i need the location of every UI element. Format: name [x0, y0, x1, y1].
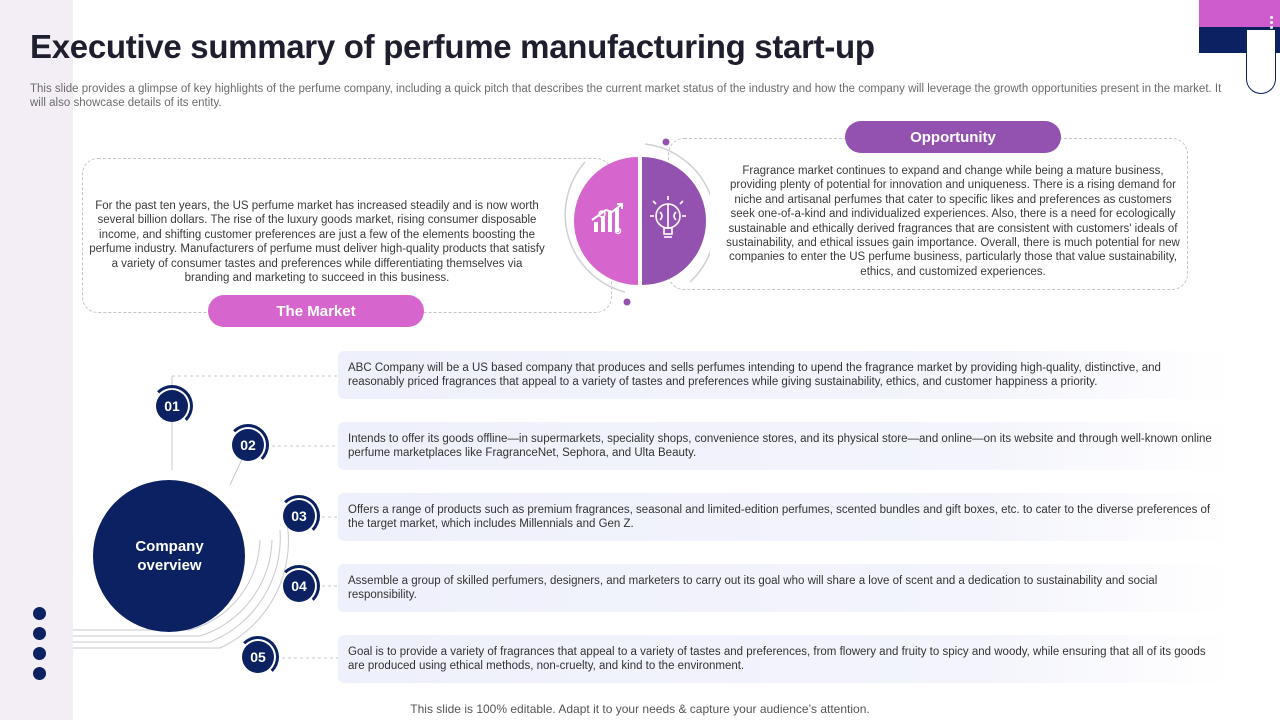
market-text: For the past ten years, the US perfume m… — [89, 200, 545, 285]
company-item-box — [338, 564, 1232, 612]
badge-ring — [278, 495, 320, 537]
company-circle — [93, 480, 245, 632]
outer-arc-right — [644, 143, 710, 283]
company-label-line2: overview — [137, 557, 202, 574]
badge-ring — [151, 385, 193, 427]
market-opportunity-circle — [564, 138, 710, 306]
company-item-text: Assemble a group of skilled perfumers, d… — [348, 575, 1158, 602]
company-item-text: Intends to offer its goods offline—in su… — [348, 433, 1212, 460]
side-dots-decoration — [33, 607, 46, 687]
page-title: Executive summary of perfume manufacturi… — [30, 28, 875, 65]
badge-ring — [227, 424, 269, 466]
badge-ring — [278, 565, 320, 607]
company-label-line1: Company — [135, 538, 204, 555]
badge-02: 02 — [232, 429, 264, 461]
side-dot — [33, 667, 46, 680]
corner-pink-block — [1199, 0, 1280, 27]
opportunity-half — [642, 157, 706, 285]
badge-05: 05 — [242, 641, 274, 673]
side-dot — [33, 607, 46, 620]
footer-note: This slide is 100% editable. Adapt it to… — [410, 702, 870, 716]
company-item-text: ABC Company will be a US based company t… — [348, 362, 1161, 389]
company-item-text: Offers a range of products such as premi… — [348, 504, 1211, 531]
page-subtitle: This slide provides a glimpse of key hig… — [30, 83, 1222, 109]
outer-arc-left — [564, 161, 626, 293]
market-label: The Market — [208, 295, 424, 327]
badge-01: 01 — [156, 390, 188, 422]
company-overview-label: Company overview — [93, 537, 246, 575]
company-item-text: Goal is to provide a variety of fragranc… — [348, 646, 1206, 673]
opportunity-text: Fragrance market continues to expand and… — [726, 165, 1180, 278]
arc-dot-top — [662, 138, 670, 146]
company-item-box — [338, 493, 1232, 541]
arc-dot-bottom — [623, 298, 631, 306]
badge-ring — [237, 636, 279, 678]
growth-chart-icon — [591, 203, 623, 235]
side-dot — [33, 627, 46, 640]
side-dot — [33, 647, 46, 660]
brain-lightbulb-icon — [650, 196, 686, 238]
badge-03: 03 — [283, 500, 315, 532]
company-item-box — [338, 351, 1232, 399]
company-item-box — [338, 422, 1232, 470]
opportunity-label: Opportunity — [845, 121, 1061, 153]
market-half — [574, 157, 638, 285]
corner-tab-decoration — [1246, 30, 1276, 94]
badge-04: 04 — [283, 570, 315, 602]
corner-dots — [1270, 16, 1274, 36]
company-item-box — [338, 635, 1232, 683]
left-decorative-strip — [0, 0, 73, 720]
